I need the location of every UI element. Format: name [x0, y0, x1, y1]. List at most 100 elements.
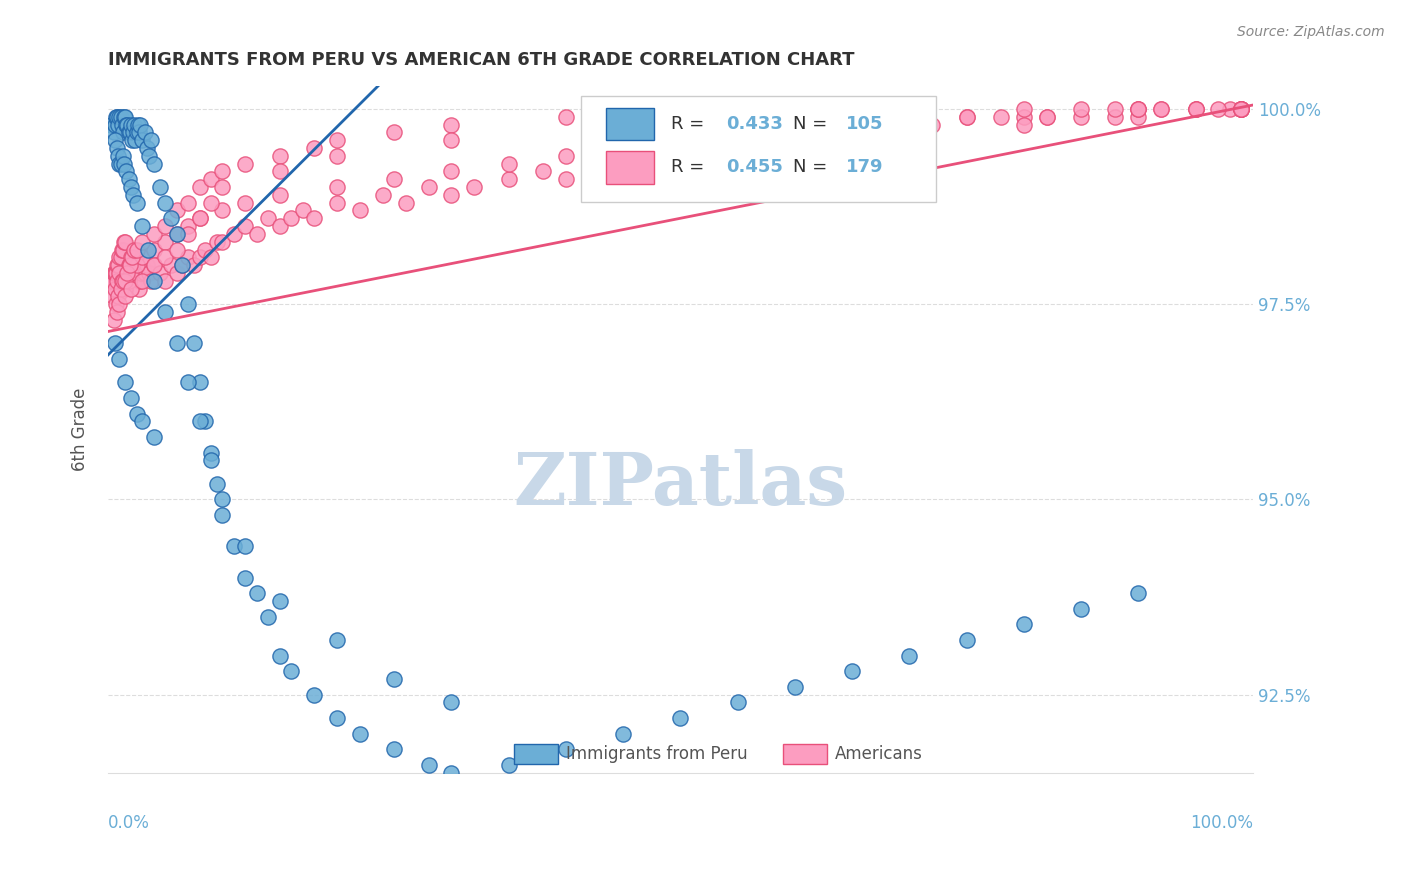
- Text: Source: ZipAtlas.com: Source: ZipAtlas.com: [1237, 25, 1385, 39]
- Point: [114, 281, 136, 295]
- Point: [125, 407, 148, 421]
- Point: [103, 266, 125, 280]
- Point: [669, 711, 692, 725]
- Point: [1012, 102, 1035, 116]
- Point: [105, 305, 128, 319]
- Point: [235, 156, 257, 170]
- Point: [131, 274, 153, 288]
- Point: [555, 110, 578, 124]
- Point: [669, 118, 692, 132]
- Point: [120, 281, 142, 295]
- Point: [125, 125, 148, 139]
- Point: [1219, 102, 1241, 116]
- Point: [177, 297, 200, 311]
- Point: [100, 274, 122, 288]
- Point: [211, 235, 233, 249]
- Point: [1128, 102, 1150, 116]
- Text: 0.433: 0.433: [727, 115, 783, 133]
- Point: [898, 125, 921, 139]
- Point: [131, 219, 153, 233]
- Point: [129, 118, 152, 132]
- Point: [105, 141, 128, 155]
- Point: [269, 648, 291, 663]
- Point: [142, 156, 165, 170]
- FancyBboxPatch shape: [783, 744, 827, 764]
- Point: [110, 110, 132, 124]
- Point: [104, 266, 127, 280]
- Point: [382, 172, 405, 186]
- Point: [440, 187, 463, 202]
- Text: ZIPatlas: ZIPatlas: [513, 449, 848, 520]
- Point: [235, 195, 257, 210]
- Point: [440, 164, 463, 178]
- Point: [211, 164, 233, 178]
- Point: [440, 133, 463, 147]
- Point: [115, 164, 138, 178]
- Point: [395, 195, 418, 210]
- Point: [876, 125, 898, 139]
- Point: [555, 149, 578, 163]
- Point: [194, 243, 217, 257]
- Point: [200, 453, 222, 467]
- Point: [183, 258, 205, 272]
- Text: IMMIGRANTS FROM PERU VS AMERICAN 6TH GRADE CORRELATION CHART: IMMIGRANTS FROM PERU VS AMERICAN 6TH GRA…: [108, 51, 855, 69]
- Point: [121, 250, 143, 264]
- Point: [111, 243, 134, 257]
- Point: [555, 172, 578, 186]
- Point: [166, 203, 188, 218]
- Point: [498, 156, 520, 170]
- Point: [142, 274, 165, 288]
- Point: [104, 133, 127, 147]
- Point: [382, 125, 405, 139]
- Point: [135, 258, 157, 272]
- Point: [531, 164, 554, 178]
- Point: [188, 211, 211, 226]
- Point: [898, 102, 921, 116]
- Point: [188, 211, 211, 226]
- Point: [371, 187, 394, 202]
- Point: [118, 258, 141, 272]
- Point: [110, 156, 132, 170]
- Point: [205, 235, 228, 249]
- Point: [222, 227, 245, 241]
- Point: [200, 250, 222, 264]
- Point: [124, 243, 146, 257]
- Point: [111, 274, 134, 288]
- Point: [155, 305, 177, 319]
- Point: [120, 180, 142, 194]
- Point: [1230, 102, 1253, 116]
- Point: [114, 235, 136, 249]
- Point: [103, 313, 125, 327]
- Point: [1012, 617, 1035, 632]
- Point: [117, 266, 139, 280]
- Point: [124, 266, 146, 280]
- Point: [155, 195, 177, 210]
- Point: [205, 476, 228, 491]
- Point: [841, 664, 863, 678]
- Point: [105, 297, 128, 311]
- Point: [211, 180, 233, 194]
- Point: [463, 180, 485, 194]
- Point: [117, 172, 139, 186]
- Point: [117, 274, 139, 288]
- Point: [142, 430, 165, 444]
- Point: [104, 118, 127, 132]
- Point: [326, 195, 349, 210]
- Text: 105: 105: [846, 115, 884, 133]
- Point: [1128, 102, 1150, 116]
- Point: [172, 258, 194, 272]
- Point: [166, 227, 188, 241]
- Point: [134, 125, 156, 139]
- Point: [138, 149, 160, 163]
- Point: [108, 297, 131, 311]
- Point: [257, 609, 280, 624]
- Point: [235, 219, 257, 233]
- Point: [104, 336, 127, 351]
- Point: [183, 336, 205, 351]
- Point: [142, 243, 165, 257]
- Point: [134, 266, 156, 280]
- Point: [807, 133, 830, 147]
- Point: [921, 118, 943, 132]
- Point: [1104, 110, 1126, 124]
- Point: [108, 156, 131, 170]
